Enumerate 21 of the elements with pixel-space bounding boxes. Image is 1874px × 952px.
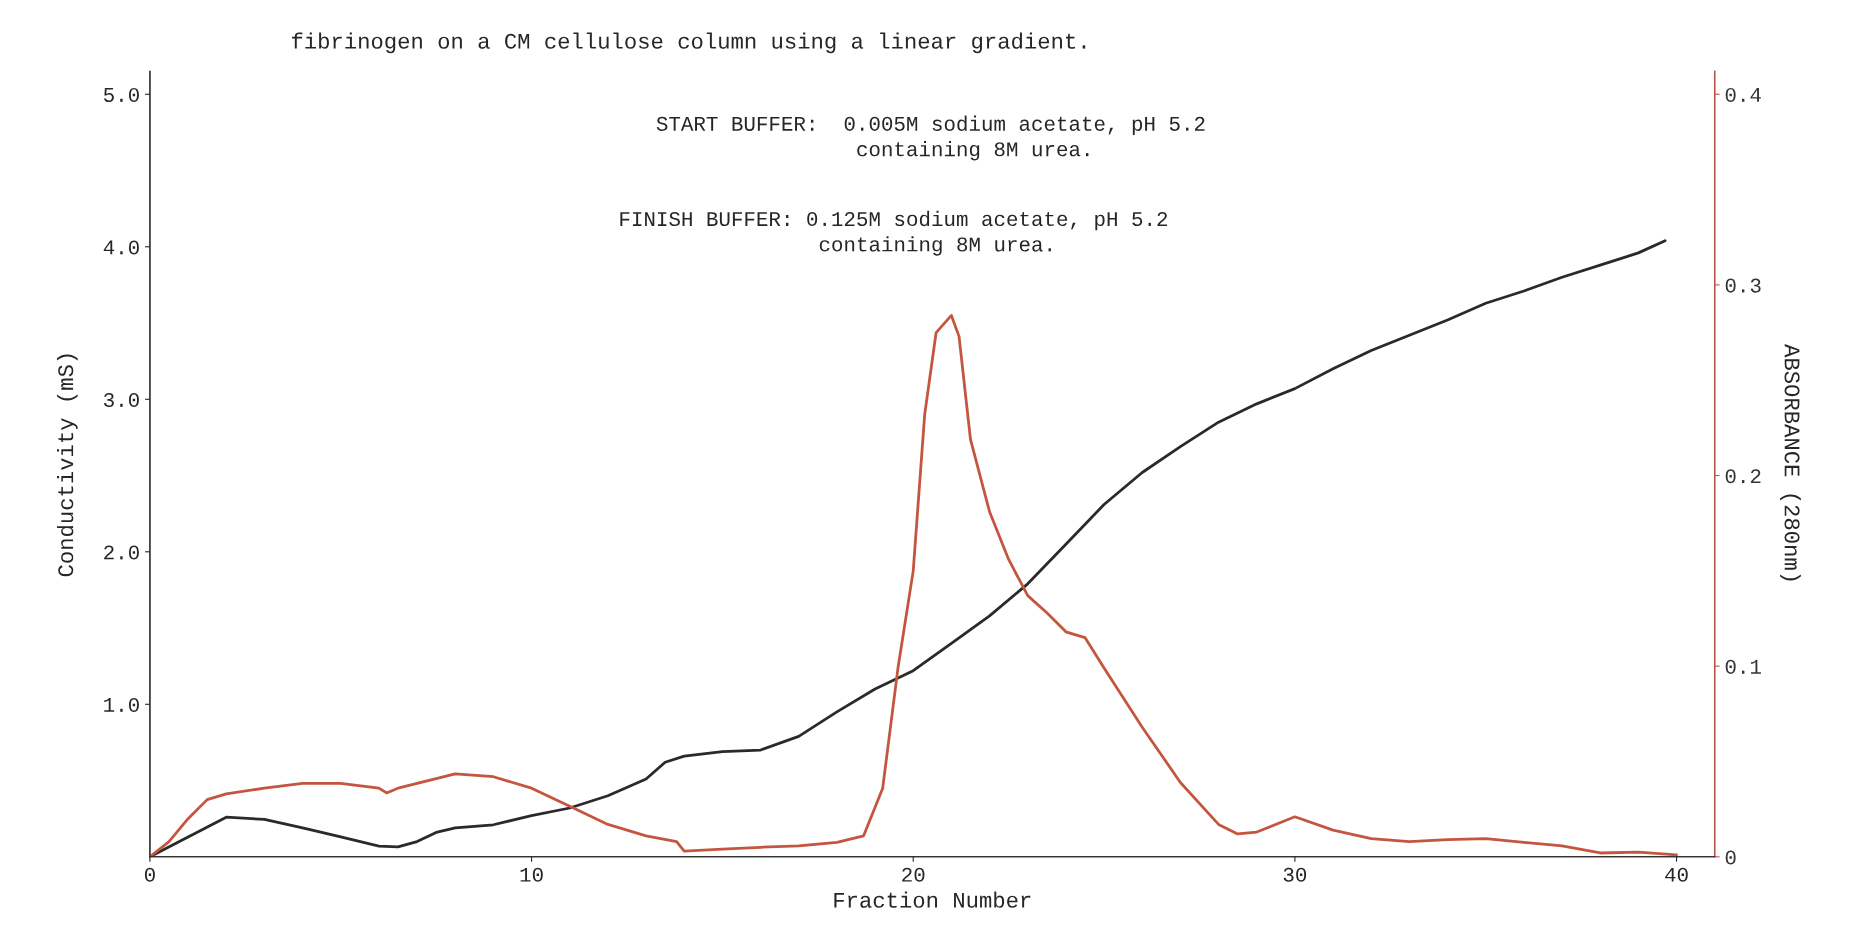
- x-tick-label: 40: [1665, 867, 1688, 882]
- x-tick-label: 0: [144, 867, 155, 882]
- x-tick-label: 30: [1283, 867, 1307, 882]
- x-tick-label: 10: [520, 867, 543, 882]
- y-tick-label: 3.0: [103, 392, 139, 408]
- x-tick-label: 20: [902, 867, 925, 882]
- y2-tick-label: 0.4: [1725, 87, 1761, 103]
- y-tick-label: 5.0: [103, 87, 139, 103]
- y-tick-label: 1.0: [104, 697, 139, 713]
- y-axis-title: Conductivity (mS): [56, 354, 78, 577]
- y2-axis-title: ABSORBANCE (280nm): [1780, 344, 1801, 581]
- y-tick-label: 4.0: [103, 240, 139, 255]
- x-axis-title: Fraction Number: [834, 891, 1031, 908]
- y2-tick-label: 0.2: [1725, 469, 1761, 484]
- chart-title: fibrinogen on a CM cellulose column using a linear gradient.: [291, 32, 1086, 54]
- annotation: START BUFFER: 0.005M sodium acetate, pH 5.2 containing 8M urea.: [656, 115, 1205, 161]
- annotation: FINISH BUFFER: 0.125M sodium acetate, pH 5.2 containing 8M urea.: [620, 210, 1168, 256]
- y2-tick-label: 0.1: [1725, 659, 1761, 674]
- y-tick-label: 2.0: [104, 545, 139, 560]
- y2-tick-label: 0: [1725, 850, 1736, 865]
- y2-tick-label: 0.3: [1725, 278, 1761, 293]
